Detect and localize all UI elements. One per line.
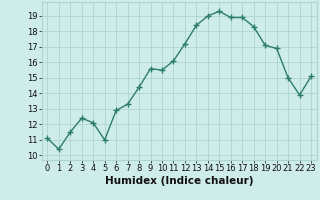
X-axis label: Humidex (Indice chaleur): Humidex (Indice chaleur) bbox=[105, 176, 253, 186]
